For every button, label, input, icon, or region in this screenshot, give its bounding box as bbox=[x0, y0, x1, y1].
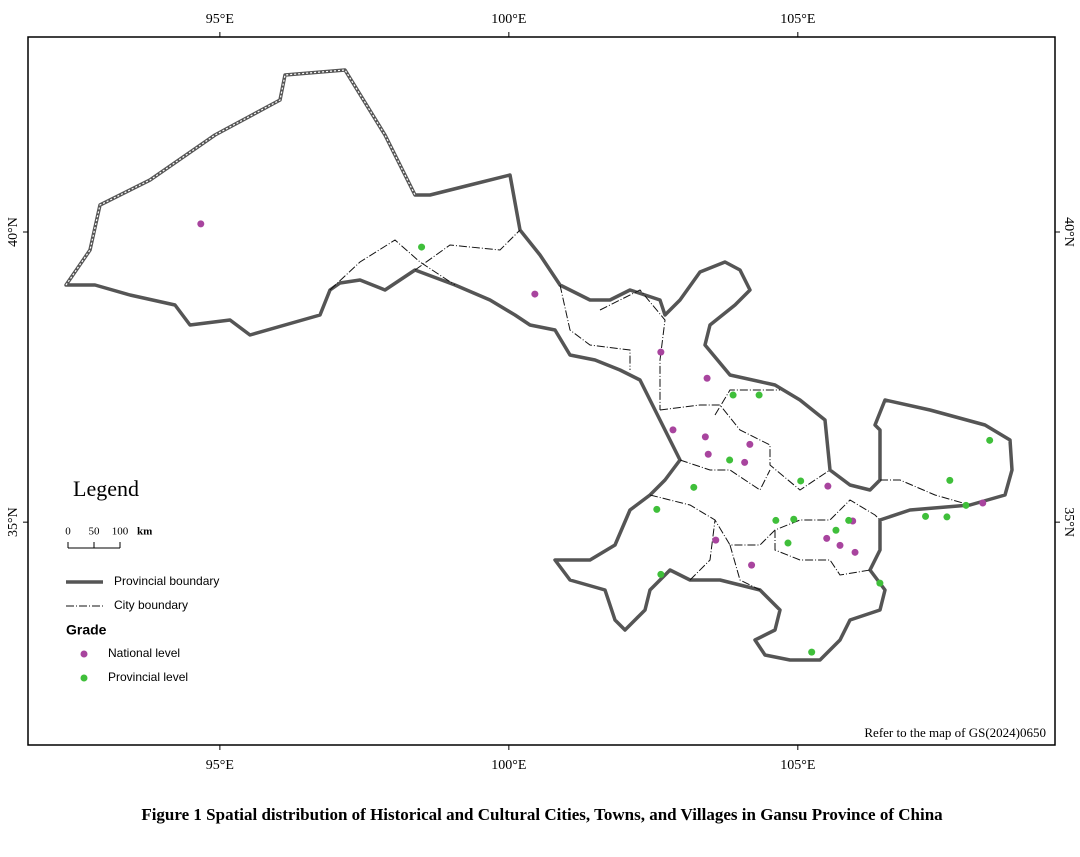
site-point bbox=[748, 561, 756, 569]
gansu-outline bbox=[64, 68, 1014, 662]
site-point bbox=[726, 456, 734, 464]
legend-grade-title: Grade bbox=[66, 622, 107, 638]
x-tick-label: 105°E bbox=[780, 758, 815, 773]
site-point bbox=[851, 548, 859, 556]
legend: Legend Provincial boundary City boundary… bbox=[66, 476, 219, 638]
site-point bbox=[712, 536, 720, 544]
site-point bbox=[531, 290, 539, 298]
scale-label: 0 bbox=[65, 526, 71, 538]
site-point bbox=[772, 516, 780, 524]
site-point bbox=[808, 648, 816, 656]
site-point bbox=[876, 579, 884, 587]
site-point bbox=[729, 391, 737, 399]
legend-label: Provincial boundary bbox=[114, 574, 219, 588]
y-tick-label: 35°N bbox=[6, 507, 21, 537]
scale-unit: km bbox=[137, 526, 152, 538]
site-point bbox=[669, 426, 677, 434]
x-tick-label: 95°E bbox=[206, 12, 234, 27]
site-point bbox=[832, 526, 840, 534]
site-point bbox=[986, 436, 994, 444]
site-point bbox=[657, 348, 665, 356]
figure-caption: Figure 1 Spatial distribution of Histori… bbox=[141, 805, 943, 824]
site-point bbox=[703, 374, 711, 382]
site-point bbox=[962, 501, 970, 509]
map-frame bbox=[27, 36, 1056, 746]
y-tick-label: 35°N bbox=[1061, 507, 1076, 537]
scale-label: 100 bbox=[112, 526, 129, 538]
site-point bbox=[746, 440, 754, 448]
site-point bbox=[824, 482, 832, 490]
scale-label: 50 bbox=[89, 526, 101, 538]
x-tick-label: 100°E bbox=[491, 12, 526, 27]
site-point bbox=[653, 505, 661, 513]
site-point bbox=[704, 450, 712, 458]
site-point bbox=[755, 391, 763, 399]
x-tick-label: 105°E bbox=[780, 12, 815, 27]
x-tick-label: 100°E bbox=[491, 758, 526, 773]
site-point bbox=[836, 541, 844, 549]
site-point bbox=[946, 476, 954, 484]
site-point bbox=[979, 499, 987, 507]
site-point bbox=[741, 458, 749, 466]
legend-marker bbox=[80, 650, 88, 658]
legend-label: Provincial level bbox=[108, 670, 188, 684]
legend-marker bbox=[80, 674, 88, 682]
site-point bbox=[657, 570, 665, 578]
site-point bbox=[690, 483, 698, 491]
site-point bbox=[797, 477, 805, 485]
site-point bbox=[418, 243, 426, 251]
site-point bbox=[197, 220, 205, 228]
y-tick-label: 40°N bbox=[6, 217, 21, 247]
site-point bbox=[701, 433, 709, 441]
site-point bbox=[845, 516, 853, 524]
legend-title: Legend bbox=[73, 476, 139, 501]
site-point bbox=[823, 534, 831, 542]
source-note: Refer to the map of GS(2024)0650 bbox=[864, 725, 1046, 740]
legend-label: City boundary bbox=[114, 598, 188, 612]
site-point bbox=[943, 513, 951, 521]
site-point bbox=[922, 512, 930, 520]
legend-label: National level bbox=[108, 646, 180, 660]
city-boundaries bbox=[329, 229, 971, 591]
site-point bbox=[784, 539, 792, 547]
y-tick-label: 40°N bbox=[1061, 217, 1076, 247]
x-tick-label: 95°E bbox=[206, 758, 234, 773]
site-point bbox=[790, 515, 798, 523]
